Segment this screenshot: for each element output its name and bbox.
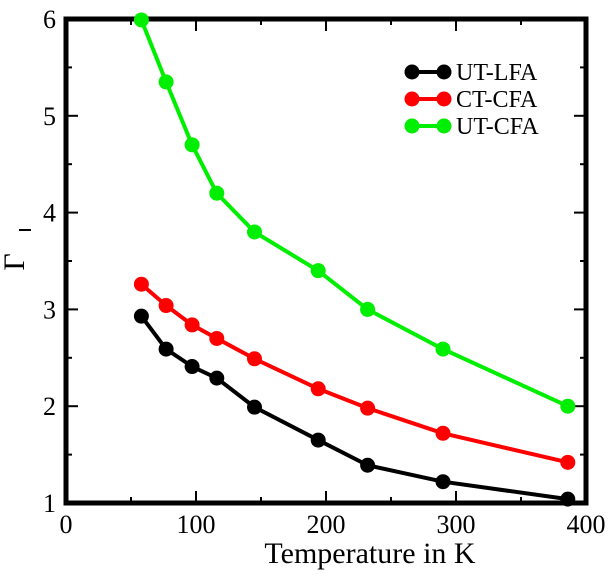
x-tick-label: 200: [307, 510, 346, 539]
data-point: [184, 137, 200, 153]
data-point: [184, 359, 200, 375]
data-point: [310, 432, 326, 448]
data-point: [133, 276, 149, 292]
data-point: [184, 317, 200, 333]
data-point: [158, 298, 174, 314]
series-line-0: [139, 314, 569, 502]
legend-marker: [404, 64, 420, 80]
data-point: [247, 399, 262, 415]
data-point: [247, 351, 262, 367]
data-point: [435, 341, 451, 357]
data-point: [435, 425, 451, 441]
data-point: [560, 491, 576, 507]
x-tick-label: 100: [177, 510, 216, 539]
x-axis-title: Temperature in K: [264, 537, 475, 570]
y-tick-label: 2: [43, 392, 56, 421]
x-axis-ticks: 0 100 200 300 400: [60, 19, 606, 539]
y-axis-title: Γ: [0, 253, 31, 270]
data-point: [560, 398, 576, 414]
data-point: [310, 263, 326, 279]
y-tick-label: 1: [43, 489, 56, 518]
data-point: [310, 381, 326, 397]
y-tick-label: 5: [43, 102, 56, 131]
data-point: [209, 370, 225, 386]
legend-marker: [404, 91, 420, 107]
legend-label: CT-CFA: [456, 87, 538, 113]
data-point: [209, 330, 225, 346]
data-point: [360, 400, 376, 416]
data-point: [158, 74, 174, 90]
legend-marker: [436, 91, 452, 107]
legend-label: UT-LFA: [456, 60, 538, 86]
y-axis-ticks: 1 2 3 4 5 6: [43, 5, 586, 518]
data-point: [435, 474, 451, 490]
x-tick-label: 0: [60, 510, 73, 539]
y-tick-label: 3: [43, 295, 56, 324]
data-point: [209, 185, 225, 201]
data-point: [133, 12, 149, 28]
data-point: [560, 454, 576, 470]
legend-marker: [404, 118, 420, 134]
series-layer: [133, 12, 576, 507]
x-tick-label: 300: [437, 510, 476, 539]
legend-label: UT-CFA: [456, 114, 539, 140]
data-point: [158, 341, 174, 357]
data-point: [133, 308, 149, 324]
data-point: [360, 301, 376, 317]
y-tick-label: 4: [43, 199, 56, 228]
legend-marker: [436, 118, 452, 134]
y-axis-title-group: Γ: [0, 229, 31, 271]
data-point: [247, 224, 262, 240]
x-tick-label: 400: [567, 510, 606, 539]
legend-marker: [436, 64, 452, 80]
y-tick-label: 6: [43, 5, 56, 34]
data-point: [360, 457, 376, 473]
